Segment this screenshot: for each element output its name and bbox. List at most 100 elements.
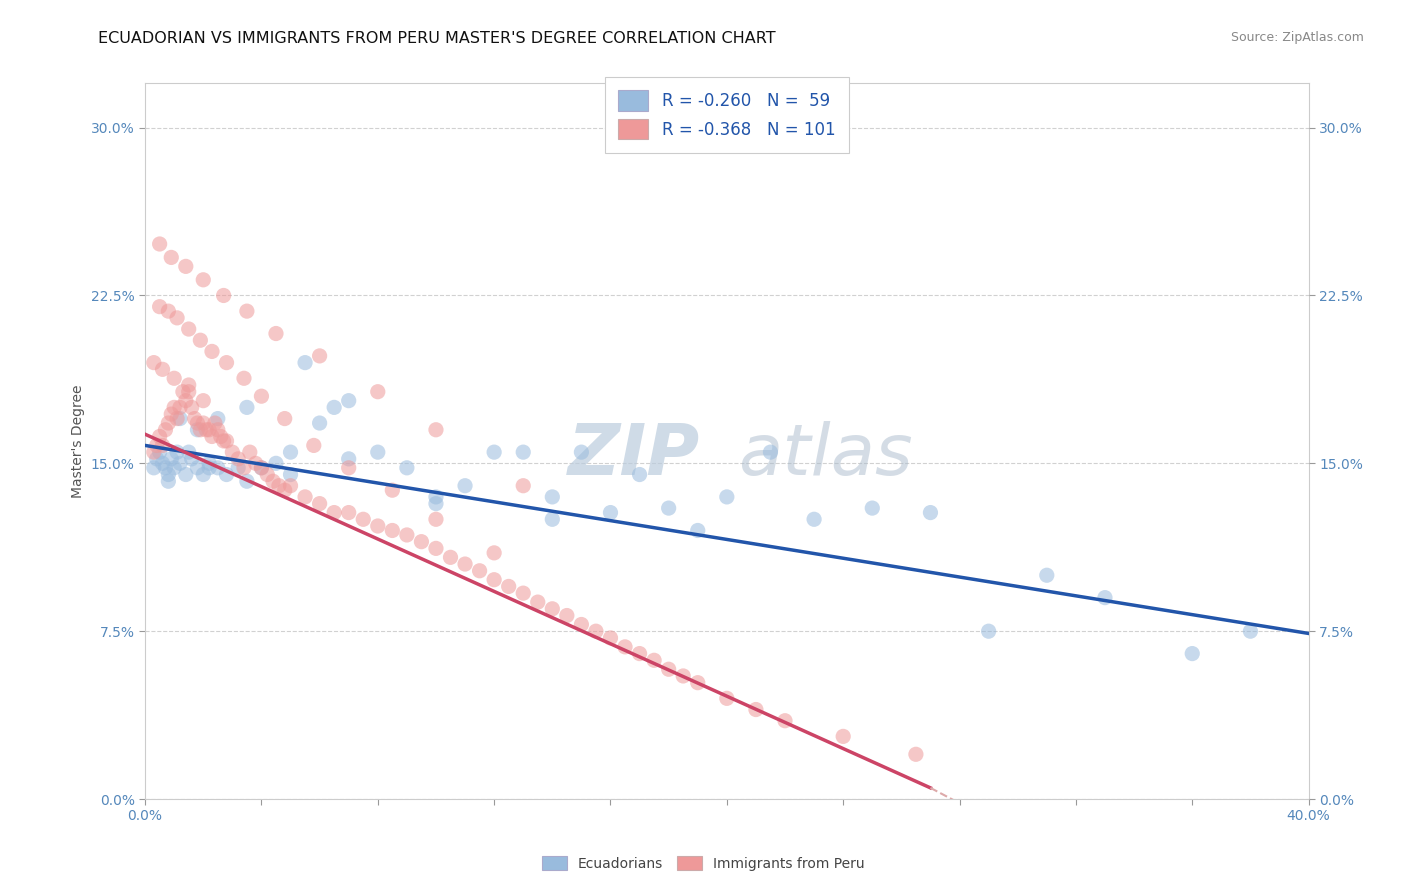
Point [215, 356, 238, 370]
Point [201, 429, 224, 443]
Point [160, 407, 183, 421]
Point [367, 519, 389, 533]
Point [180, 401, 202, 415]
Point [541, 490, 564, 504]
Point [468, 564, 491, 578]
Point [643, 653, 665, 667]
Point [250, 460, 273, 475]
Point [155, 423, 177, 437]
Point [169, 456, 191, 470]
Point [482, 445, 505, 459]
Point [256, 467, 278, 482]
Y-axis label: Master's Degree: Master's Degree [72, 384, 86, 498]
Point [716, 691, 738, 706]
Point [512, 445, 534, 459]
Point [166, 445, 188, 459]
Point [526, 595, 548, 609]
Point [236, 401, 259, 415]
Point [337, 451, 360, 466]
Point [166, 411, 188, 425]
Point [169, 411, 191, 425]
Point [541, 602, 564, 616]
Point [904, 747, 927, 762]
Point [188, 423, 211, 437]
Point [555, 608, 578, 623]
Point [977, 624, 1000, 639]
Point [245, 456, 267, 470]
Legend: R = -0.260   N =  59, R = -0.368   N = 101: R = -0.260 N = 59, R = -0.368 N = 101 [605, 77, 849, 153]
Point [264, 326, 287, 341]
Point [239, 445, 262, 459]
Point [157, 304, 180, 318]
Point [250, 389, 273, 403]
Point [193, 467, 215, 482]
Point [207, 423, 229, 437]
Point [1239, 624, 1261, 639]
Point [233, 371, 256, 385]
Point [425, 541, 447, 556]
Point [1036, 568, 1059, 582]
Point [152, 362, 174, 376]
Point [236, 475, 259, 489]
Point [193, 416, 215, 430]
Point [658, 501, 681, 516]
Point [166, 310, 188, 325]
Point [149, 300, 172, 314]
Point [585, 624, 607, 639]
Point [294, 490, 316, 504]
Point [201, 344, 224, 359]
Point [226, 460, 249, 475]
Point [512, 586, 534, 600]
Point [716, 490, 738, 504]
Point [425, 490, 447, 504]
Point [280, 445, 302, 459]
Point [832, 730, 855, 744]
Point [174, 260, 197, 274]
Point [207, 460, 229, 475]
Point [215, 434, 238, 448]
Point [152, 438, 174, 452]
Point [195, 423, 218, 437]
Point [212, 288, 235, 302]
Point [1181, 647, 1204, 661]
Point [571, 445, 593, 459]
Point [1094, 591, 1116, 605]
Point [658, 662, 681, 676]
Point [198, 423, 221, 437]
Point [177, 445, 200, 459]
Point [186, 416, 208, 430]
Point [149, 445, 172, 459]
Text: ZIP: ZIP [568, 421, 700, 490]
Point [157, 467, 180, 482]
Point [212, 434, 235, 448]
Point [425, 423, 447, 437]
Point [308, 497, 330, 511]
Point [157, 416, 180, 430]
Point [773, 714, 796, 728]
Point [381, 483, 404, 498]
Point [686, 524, 709, 538]
Point [920, 506, 942, 520]
Point [188, 333, 211, 347]
Point [439, 550, 461, 565]
Point [174, 467, 197, 482]
Point [198, 460, 221, 475]
Point [163, 460, 186, 475]
Point [177, 384, 200, 399]
Point [759, 445, 782, 459]
Point [803, 512, 825, 526]
Point [142, 460, 165, 475]
Point [395, 460, 418, 475]
Point [186, 423, 208, 437]
Point [541, 512, 564, 526]
Point [367, 384, 389, 399]
Point [352, 512, 374, 526]
Point [163, 371, 186, 385]
Point [302, 438, 325, 452]
Point [323, 401, 346, 415]
Point [498, 579, 520, 593]
Point [264, 456, 287, 470]
Point [221, 445, 243, 459]
Point [280, 467, 302, 482]
Point [425, 512, 447, 526]
